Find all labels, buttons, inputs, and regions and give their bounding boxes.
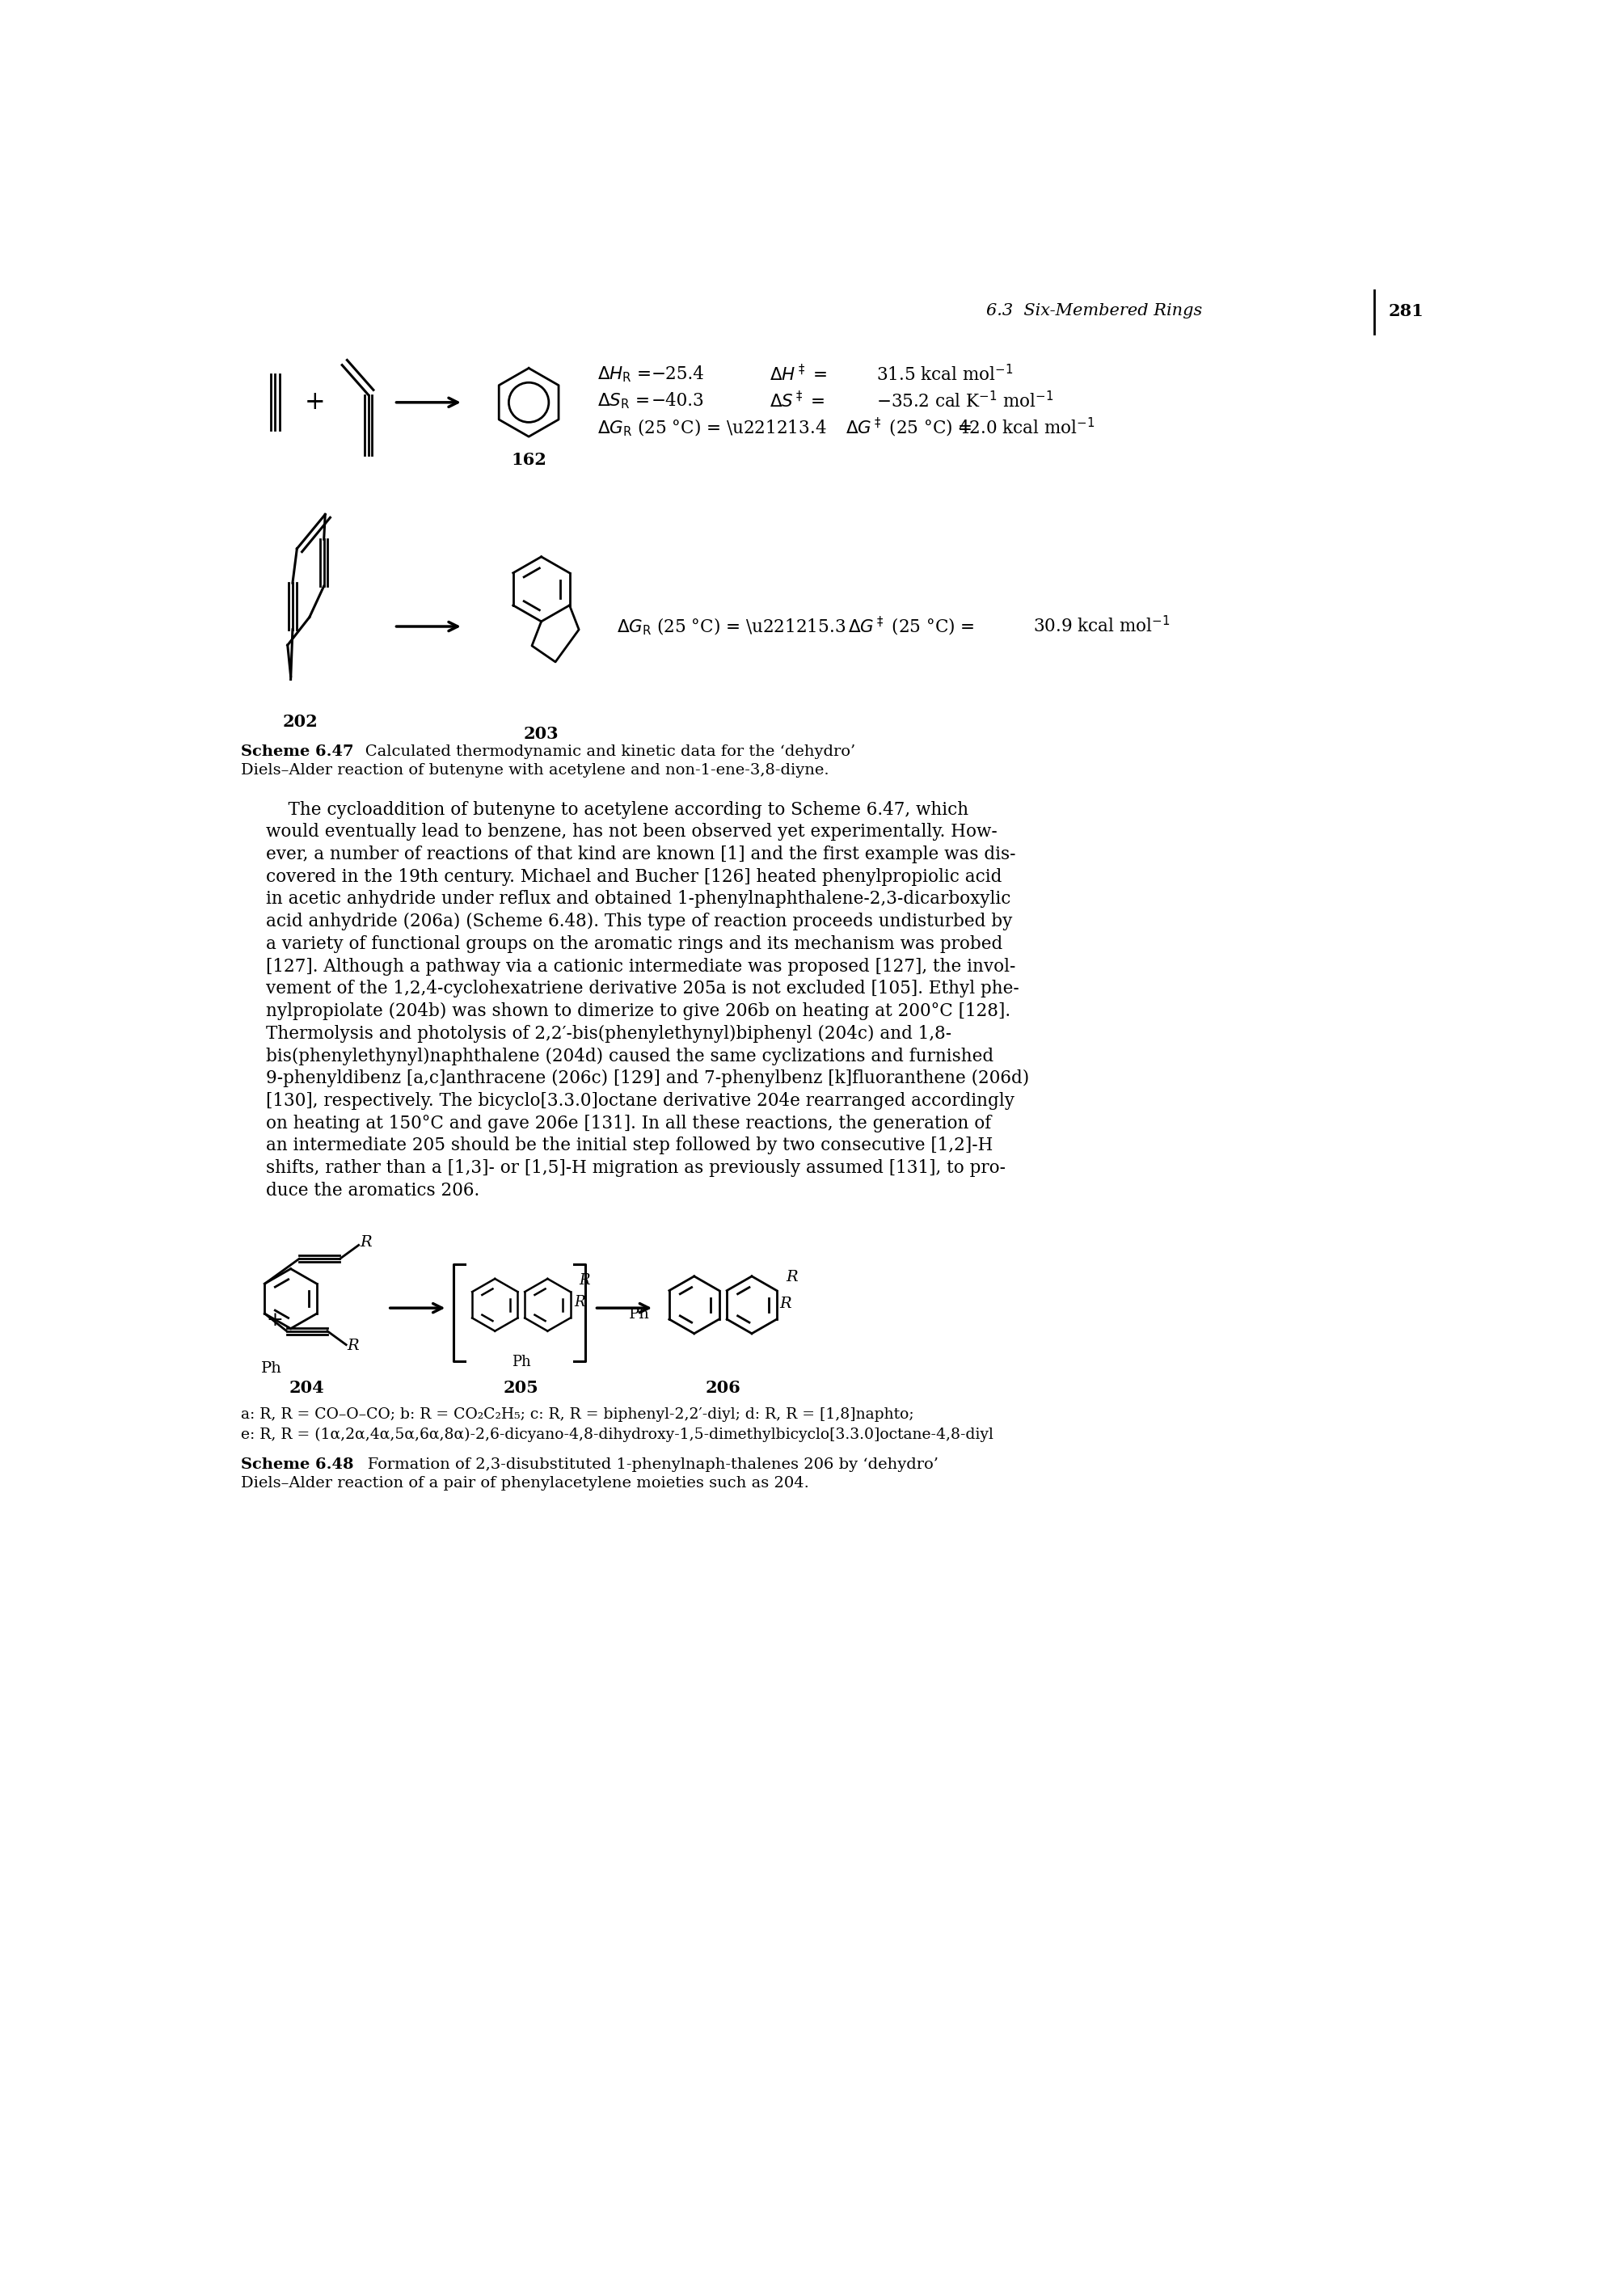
Text: $\Delta H_\mathrm{R}$ =: $\Delta H_\mathrm{R}$ = (598, 364, 651, 385)
Text: R: R (348, 1340, 359, 1353)
Text: The cycloaddition of butenyne to acetylene according to Scheme 6.47, which: The cycloaddition of butenyne to acetyle… (266, 801, 968, 818)
Text: a: R, R = CO–O–CO; b: R = CO₂C₂H₅; c: R, R = biphenyl-2,2′-diyl; d: R, R = [1,8]: a: R, R = CO–O–CO; b: R = CO₂C₂H₅; c: R,… (240, 1408, 914, 1422)
Text: 281: 281 (1389, 302, 1424, 318)
Text: Ph: Ph (628, 1308, 650, 1321)
Text: −25.4: −25.4 (651, 366, 705, 382)
Text: R: R (786, 1271, 797, 1285)
Text: $\Delta H^\ddagger$ =: $\Delta H^\ddagger$ = (770, 364, 827, 385)
Text: −40.3: −40.3 (651, 392, 705, 410)
Text: shifts, rather than a [1,3]- or [1,5]-H migration as previously assumed [131], t: shifts, rather than a [1,3]- or [1,5]-H … (266, 1159, 1005, 1177)
Text: e: R, R = (1α,2α,4α,5α,6α,8α)-2,6-dicyano-4,8-dihydroxy-1,5-dimethylbicyclo[3.3.: e: R, R = (1α,2α,4α,5α,6α,8α)-2,6-dicyan… (240, 1427, 992, 1443)
Text: on heating at 150°C and gave 206e [131]. In all these reactions, the generation : on heating at 150°C and gave 206e [131].… (266, 1115, 991, 1131)
Text: 9-phenyldibenz [a,c]anthracene (206c) [129] and 7-phenylbenz [k]fluoranthene (20: 9-phenyldibenz [a,c]anthracene (206c) [1… (266, 1069, 1030, 1088)
Text: an intermediate 205 should be the initial step followed by two consecutive [1,2]: an intermediate 205 should be the initia… (266, 1136, 992, 1154)
Text: $\Delta G_\mathrm{R}$ (25 °C) = \u221213.4: $\Delta G_\mathrm{R}$ (25 °C) = \u221213… (598, 417, 827, 437)
Text: ever, a number of reactions of that kind are known [1] and the first example was: ever, a number of reactions of that kind… (266, 845, 1015, 863)
Text: Thermolysis and photolysis of 2,2′-bis(phenylethynyl)biphenyl (204c) and 1,8-: Thermolysis and photolysis of 2,2′-bis(p… (266, 1026, 952, 1042)
Text: [130], respectively. The bicyclo[3.3.0]octane derivative 204e rearranged accordi: [130], respectively. The bicyclo[3.3.0]o… (266, 1092, 1015, 1111)
Text: 162: 162 (512, 451, 547, 469)
Text: vement of the 1,2,4-cyclohexatriene derivative 205a is not excluded [105]. Ethyl: vement of the 1,2,4-cyclohexatriene deri… (266, 980, 1018, 998)
Text: Formation of 2,3-disubstituted 1-phenylnaph-thalenes 206 by ‘dehydro’: Formation of 2,3-disubstituted 1-phenyln… (352, 1456, 939, 1472)
Text: Scheme 6.48: Scheme 6.48 (240, 1456, 354, 1472)
Text: [127]. Although a pathway via a cationic intermediate was proposed [127], the in: [127]. Although a pathway via a cationic… (266, 957, 1015, 976)
Text: +: + (304, 389, 325, 414)
Text: Ph: Ph (261, 1360, 283, 1376)
Text: 203: 203 (523, 726, 559, 742)
Text: 206: 206 (705, 1379, 741, 1395)
Text: 42.0 kcal mol$^{-1}$: 42.0 kcal mol$^{-1}$ (958, 417, 1095, 437)
Text: nylpropiolate (204b) was shown to dimerize to give 206b on heating at 200°C [128: nylpropiolate (204b) was shown to dimeri… (266, 1003, 1010, 1021)
Text: in acetic anhydride under reflux and obtained 1-phenylnaphthalene-2,3-dicarboxyl: in acetic anhydride under reflux and obt… (266, 891, 1010, 909)
Text: 6.3  Six-Membered Rings: 6.3 Six-Membered Rings (986, 302, 1202, 318)
Text: R: R (361, 1234, 372, 1250)
Text: +: + (266, 1312, 284, 1330)
Text: acid anhydride (206a) (Scheme 6.48). This type of reaction proceeds undisturbed : acid anhydride (206a) (Scheme 6.48). Thi… (266, 914, 1012, 930)
Text: duce the aromatics 206.: duce the aromatics 206. (266, 1182, 479, 1200)
Text: 202: 202 (283, 714, 318, 731)
Text: Ph: Ph (512, 1356, 531, 1369)
Text: Diels–Alder reaction of butenyne with acetylene and non-1-ene-3,8-diyne.: Diels–Alder reaction of butenyne with ac… (240, 763, 828, 779)
Text: covered in the 19th century. Michael and Bucher [126] heated phenylpropiolic aci: covered in the 19th century. Michael and… (266, 868, 1002, 886)
Text: Calculated thermodynamic and kinetic data for the ‘dehydro’: Calculated thermodynamic and kinetic dat… (351, 744, 856, 760)
Text: 30.9 kcal mol$^{-1}$: 30.9 kcal mol$^{-1}$ (1033, 616, 1169, 637)
Text: 31.5 kcal mol$^{-1}$: 31.5 kcal mol$^{-1}$ (877, 364, 1013, 385)
Text: $\Delta G_\mathrm{R}$ (25 °C) = \u221215.3: $\Delta G_\mathrm{R}$ (25 °C) = \u221215… (617, 616, 846, 637)
Text: −35.2 cal K$^{-1}$ mol$^{-1}$: −35.2 cal K$^{-1}$ mol$^{-1}$ (877, 392, 1054, 412)
Text: would eventually lead to benzene, has not been observed yet experimentally. How-: would eventually lead to benzene, has no… (266, 822, 997, 840)
Text: R: R (573, 1294, 585, 1310)
Text: $\Delta G^\ddagger$ (25 °C) =: $\Delta G^\ddagger$ (25 °C) = (848, 616, 974, 639)
Text: Diels–Alder reaction of a pair of phenylacetylene moieties such as 204.: Diels–Alder reaction of a pair of phenyl… (240, 1477, 809, 1491)
Text: R: R (578, 1273, 590, 1287)
Text: a variety of functional groups on the aromatic rings and its mechanism was probe: a variety of functional groups on the ar… (266, 934, 1002, 953)
Text: R: R (780, 1296, 791, 1310)
Text: bis(phenylethynyl)naphthalene (204d) caused the same cyclizations and furnished: bis(phenylethynyl)naphthalene (204d) cau… (266, 1047, 994, 1065)
Text: $\Delta S^\ddagger$ =: $\Delta S^\ddagger$ = (770, 392, 825, 412)
Text: $\Delta S_\mathrm{R}$ =: $\Delta S_\mathrm{R}$ = (598, 392, 650, 410)
Text: 204: 204 (289, 1379, 325, 1395)
Text: $\Delta G^\ddagger$ (25 °C) =: $\Delta G^\ddagger$ (25 °C) = (844, 417, 971, 440)
Text: Scheme 6.47: Scheme 6.47 (240, 744, 354, 760)
Text: 205: 205 (503, 1379, 539, 1395)
